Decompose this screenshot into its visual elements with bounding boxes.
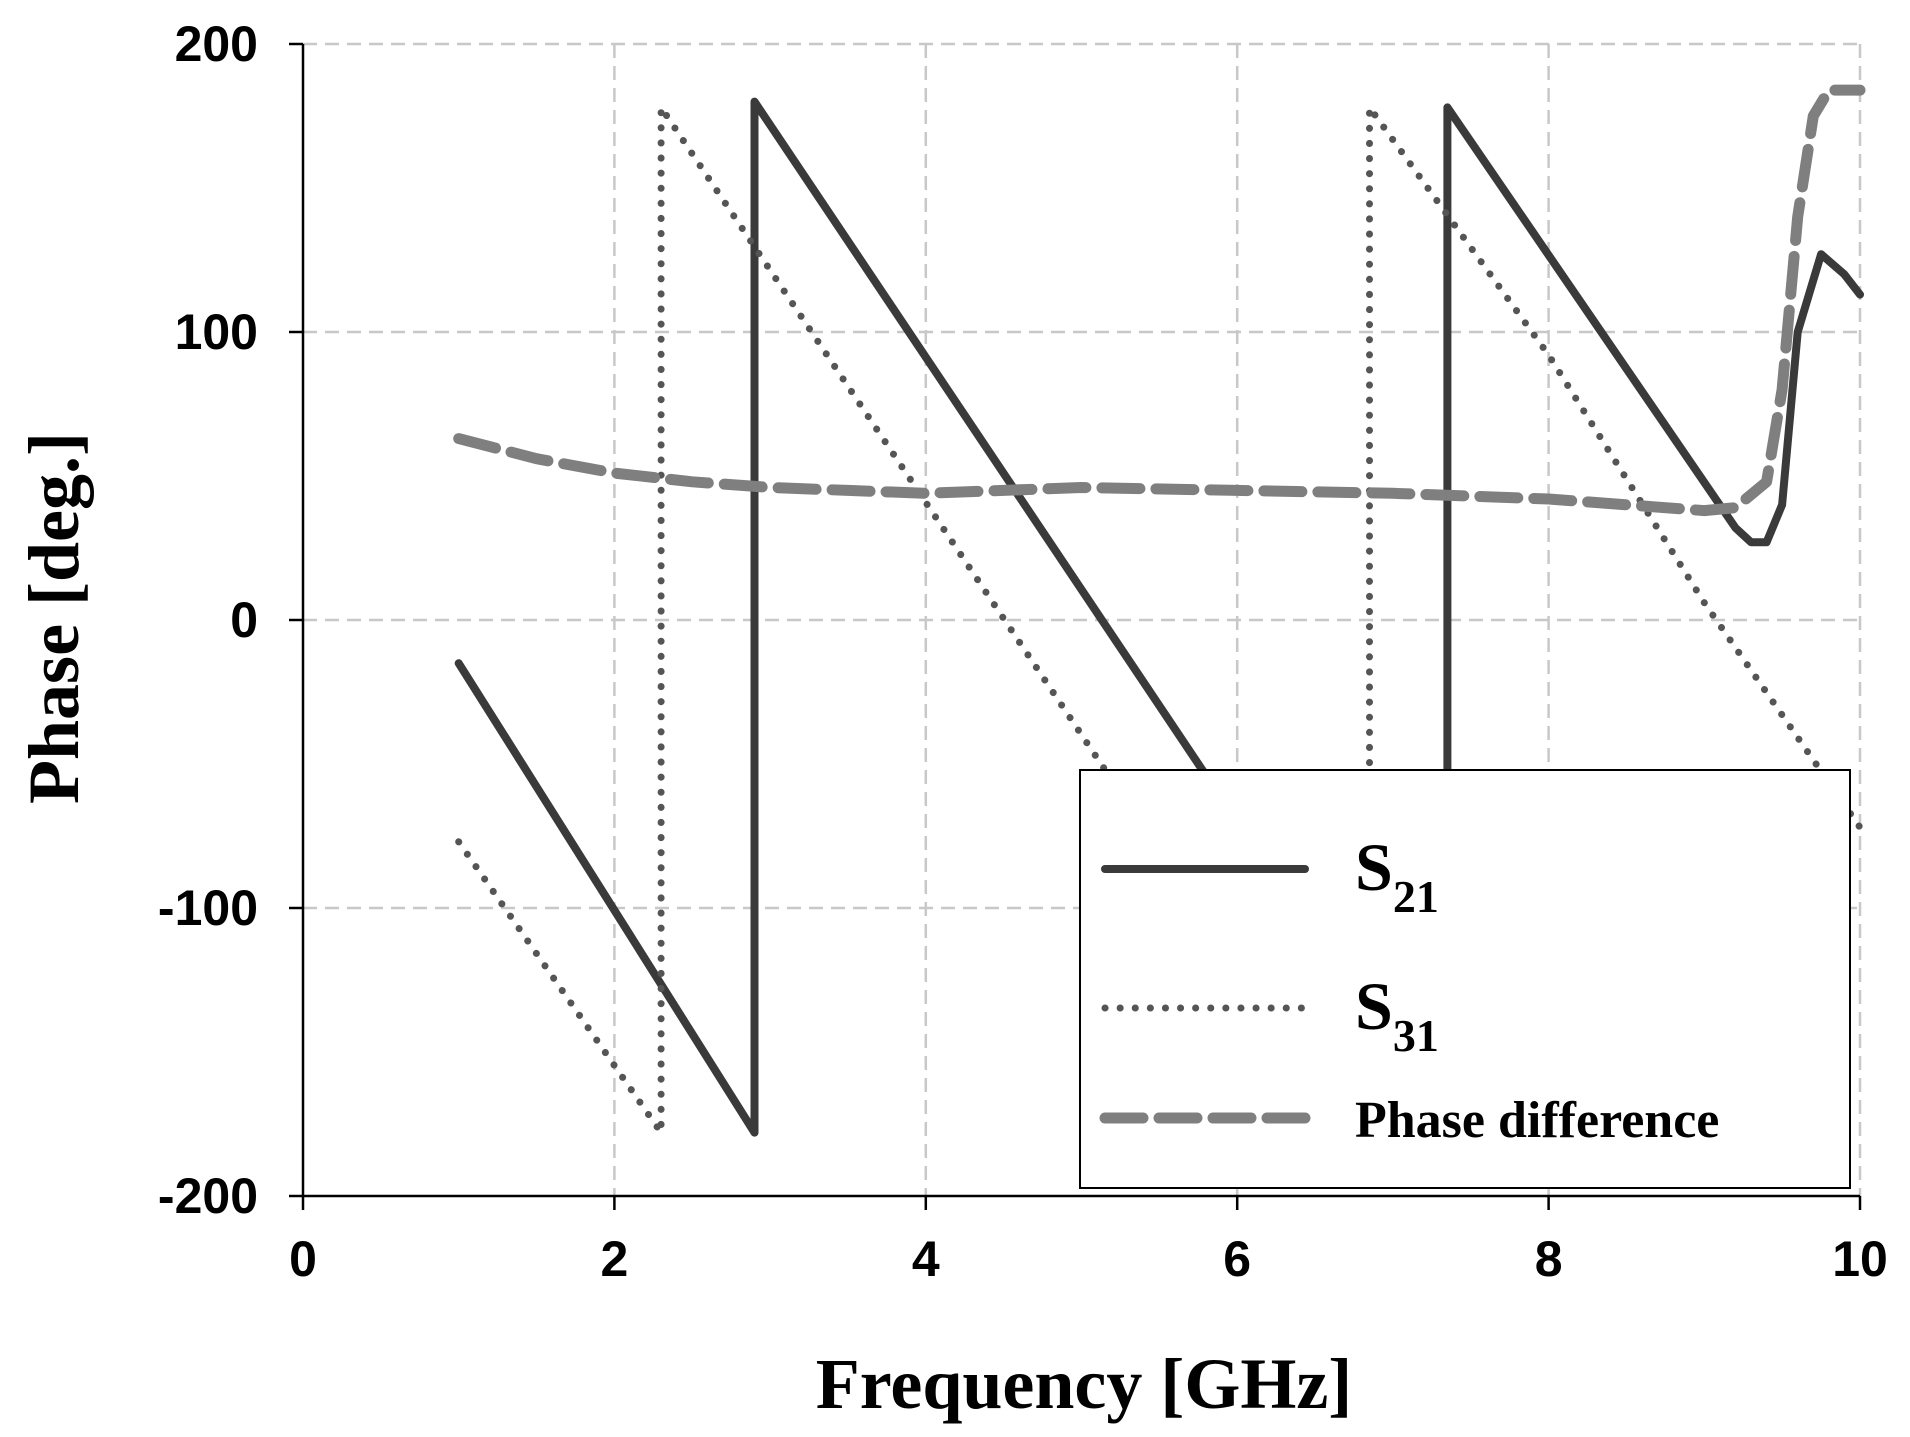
x-tick-label: 4	[912, 1231, 940, 1287]
y-tick-label: 0	[230, 592, 258, 648]
x-tick-label: 10	[1832, 1231, 1888, 1287]
x-tick-label: 0	[289, 1231, 317, 1287]
y-tick-label: -200	[158, 1168, 258, 1224]
series-line-s31	[455, 103, 1864, 1137]
y-tick-label: -100	[158, 880, 258, 936]
legend-label-phase-difference: Phase difference	[1355, 1092, 1719, 1149]
legend-label-s31: S31	[1355, 968, 1439, 1061]
y-tick-label: 200	[175, 16, 258, 72]
x-axis-title: Frequency [GHz]	[816, 1344, 1353, 1424]
x-tick-label: 6	[1223, 1231, 1251, 1287]
data-series	[453, 84, 1866, 1137]
x-tick-label: 8	[1535, 1231, 1563, 1287]
series-line-s21	[454, 97, 1864, 1137]
x-tick-label: 2	[600, 1231, 628, 1287]
series-line-phase-difference	[453, 84, 1866, 517]
y-axis-title: Phase [deg.]	[14, 432, 94, 804]
tick-labels: 0 2 4 6 8 10 -200 -100 0 100 200	[158, 16, 1888, 1287]
y-tick-label: 100	[175, 304, 258, 360]
legend-label-s21: S21	[1355, 829, 1439, 922]
axes	[289, 42, 1862, 1210]
legend: S21 S31 Phase difference	[1079, 769, 1851, 1189]
